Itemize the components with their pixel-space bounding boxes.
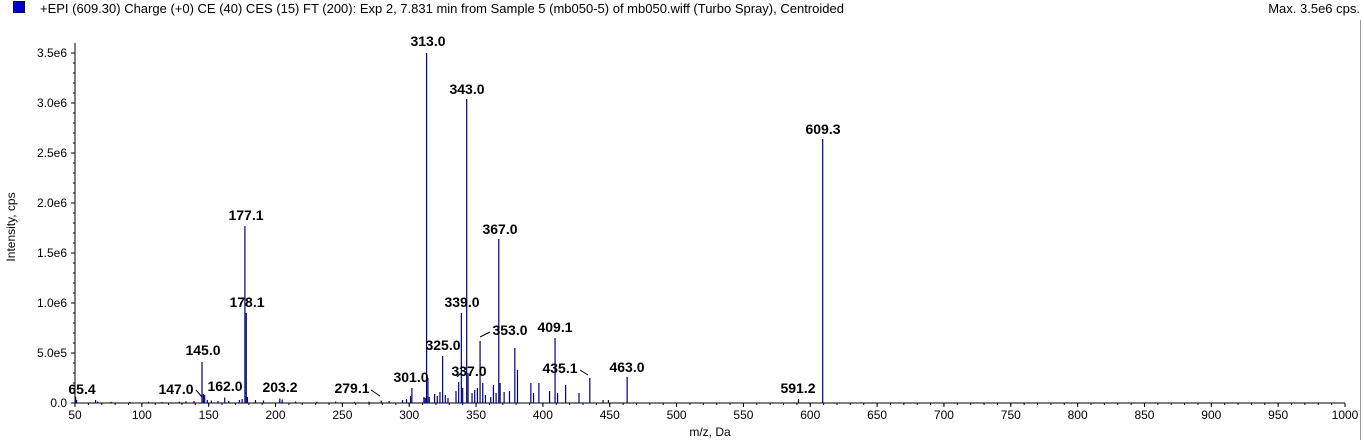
peak-label: 147.0 [158, 381, 193, 397]
x-tick-label: 950 [1268, 408, 1288, 422]
peak-label: 337.0 [451, 363, 486, 379]
peak-label: 339.0 [444, 294, 479, 310]
x-tick-label: 750 [1001, 408, 1021, 422]
x-tick-label: 800 [1068, 408, 1088, 422]
peak-callout-line [579, 369, 589, 376]
peak-label: 313.0 [410, 33, 445, 49]
x-tick-label: 250 [332, 408, 352, 422]
x-tick-label: 300 [399, 408, 419, 422]
x-tick-label: 850 [1134, 408, 1154, 422]
panel-border [1360, 20, 1361, 440]
peak-label: 409.1 [537, 319, 572, 335]
x-tick-label: 500 [667, 408, 687, 422]
peak-label: 367.0 [482, 221, 517, 237]
max-intensity-label: Max. 3.5e6 cps. [1268, 1, 1360, 16]
peak-label: 435.1 [542, 360, 577, 376]
x-tick-label: 450 [600, 408, 620, 422]
y-tick-label: 1.0e6 [37, 296, 67, 310]
peak-label: 178.1 [229, 294, 264, 310]
y-tick-label: 5.0e5 [37, 346, 67, 360]
peak-label: 609.3 [805, 121, 840, 137]
peak-callout-line [479, 331, 491, 338]
peak-callout-line [195, 389, 203, 398]
peak-label: 343.0 [449, 81, 484, 97]
x-tick-label: 100 [132, 408, 152, 422]
peak-label: 353.0 [492, 322, 527, 338]
x-tick-label: 350 [466, 408, 486, 422]
peak-label: 591.2 [780, 380, 815, 396]
peak-label: 177.1 [228, 207, 263, 223]
x-tick-label: 700 [934, 408, 954, 422]
y-tick-label: 2.0e6 [37, 196, 67, 210]
peak-label: 145.0 [185, 342, 220, 358]
x-tick-label: 600 [800, 408, 820, 422]
y-tick-label: 2.5e6 [37, 146, 67, 160]
x-tick-label: 400 [533, 408, 553, 422]
y-tick-label: 0.0 [50, 396, 67, 410]
y-tick-label: 1.5e6 [37, 246, 67, 260]
peak-callout-line [456, 372, 462, 378]
x-tick-label: 200 [266, 408, 286, 422]
y-tick-label: 3.5e6 [37, 46, 67, 60]
peak-label: 203.2 [262, 379, 297, 395]
blue-square-icon [13, 1, 25, 13]
peak-label: 301.0 [393, 369, 428, 385]
spectrum-title: +EPI (609.30) Charge (+0) CE (40) CES (1… [40, 1, 844, 16]
x-tick-label: 150 [199, 408, 219, 422]
y-axis-title: Intensity, cps [4, 192, 18, 261]
peak-label: 65.4 [68, 381, 95, 397]
peak-label: 463.0 [609, 359, 644, 375]
peak-label: 325.0 [425, 337, 460, 353]
x-axis-title: m/z, Da [689, 425, 731, 439]
peak-label: 162.0 [207, 378, 242, 394]
peak-callout-line [370, 389, 381, 397]
x-tick-label: 650 [867, 408, 887, 422]
x-tick-label: 1000 [1332, 408, 1359, 422]
peak-label: 279.1 [334, 380, 369, 396]
y-tick-label: 3.0e6 [37, 96, 67, 110]
x-tick-label: 900 [1201, 408, 1221, 422]
x-tick-label: 550 [733, 408, 753, 422]
x-tick-label: 50 [68, 408, 82, 422]
